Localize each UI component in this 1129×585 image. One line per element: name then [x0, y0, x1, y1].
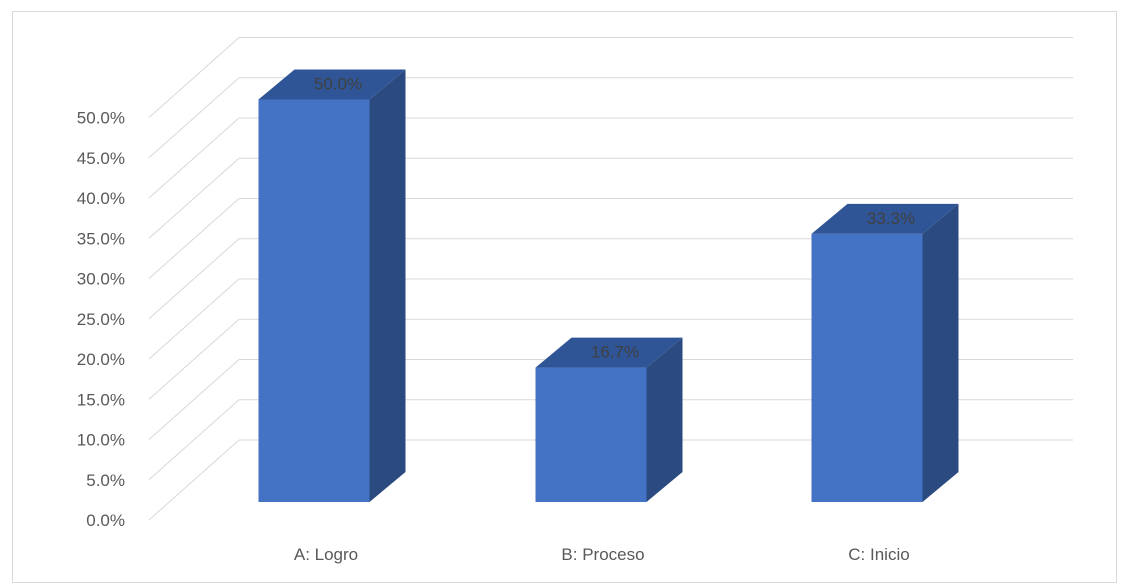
data-label: 16.7% [591, 343, 639, 362]
y-tick-label: 25.0% [77, 310, 125, 329]
bar-2 [535, 337, 683, 502]
side-gridline [148, 77, 240, 159]
side-gridline [148, 278, 240, 360]
side-gridline [148, 318, 240, 400]
bar-chart: 0.0% 5.0% 10.0% 15.0% 20.0% 25.0% 30.0% 35.0% 40… [77, 37, 1073, 564]
bar-side-face [646, 337, 683, 502]
data-labels: 50.0% 16.7% 33.3% [314, 75, 915, 362]
category-label: B: Proceso [561, 545, 644, 564]
data-label: 33.3% [867, 209, 915, 228]
category-label: A: Logro [294, 545, 358, 564]
side-gridline [148, 117, 240, 199]
bar-front-face [258, 99, 370, 502]
y-tick-label: 45.0% [77, 149, 125, 168]
y-tick-label: 30.0% [77, 270, 125, 289]
side-gridline [148, 37, 240, 118]
chart-frame: 0.0% 5.0% 10.0% 15.0% 20.0% 25.0% 30.0% 35.0% 40… [12, 11, 1117, 583]
bar-side-face [369, 69, 406, 502]
side-gridline [148, 399, 240, 481]
bar-1 [258, 69, 406, 502]
y-tick-label: 10.0% [77, 431, 125, 450]
side-gridline [148, 157, 240, 239]
side-gridline [148, 238, 240, 320]
y-axis-tick-labels: 0.0% 5.0% 10.0% 15.0% 20.0% 25.0% 30.0% 35.0% 40… [77, 109, 125, 531]
y-tick-label: 0.0% [86, 511, 125, 530]
bar-top-face [535, 337, 683, 368]
y-tick-label: 20.0% [77, 350, 125, 369]
y-tick-label: 5.0% [86, 471, 125, 490]
bar-front-face [535, 367, 647, 502]
y-tick-label: 35.0% [77, 229, 125, 248]
bar-top-face [258, 69, 406, 100]
category-labels: A: Logro B: Proceso C: Inicio [294, 545, 910, 564]
side-gridline [148, 359, 240, 440]
y-tick-label: 15.0% [77, 390, 125, 409]
y-tick-label: 50.0% [77, 109, 125, 128]
side-gridline [148, 439, 240, 521]
bars [258, 69, 959, 502]
bar-3 [811, 203, 959, 502]
bar-top-face [811, 203, 959, 234]
category-label: C: Inicio [848, 545, 909, 564]
y-tick-label: 40.0% [77, 189, 125, 208]
side-gridline [148, 198, 240, 279]
bar-side-face [922, 203, 959, 502]
bar-front-face [811, 233, 923, 502]
data-label: 50.0% [314, 75, 362, 94]
